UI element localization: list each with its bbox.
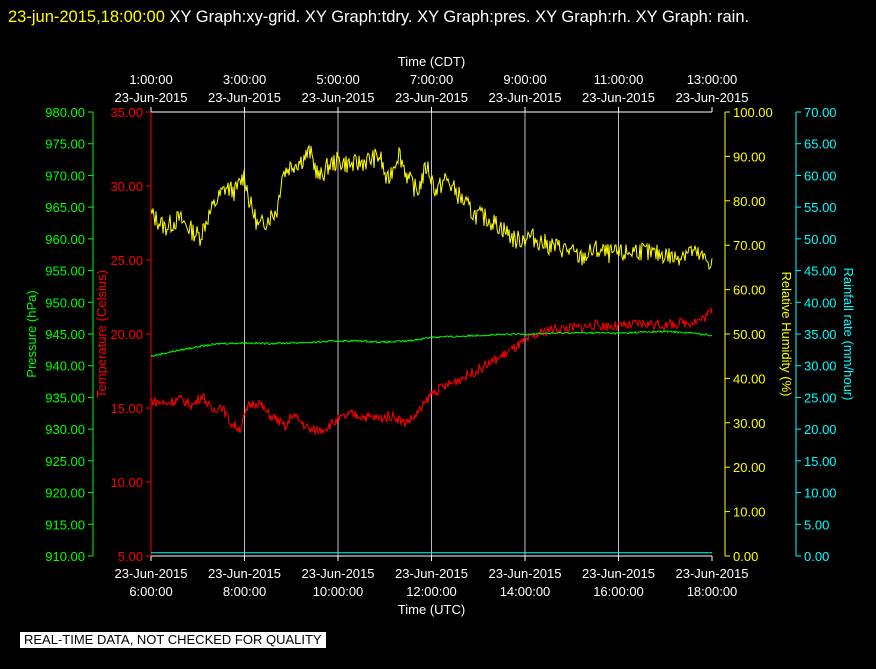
pressure-tick-label: 910.00 <box>45 549 85 564</box>
humidity-tick-label: 20.00 <box>733 460 766 475</box>
x-tick-label-time: 12:00:00 <box>406 584 457 599</box>
top-tick-label-time: 7:00:00 <box>410 72 453 87</box>
humidity-tick-label: 60.00 <box>733 283 766 298</box>
pressure-tick-label: 965.00 <box>45 200 85 215</box>
rain-tick-label: 50.00 <box>804 232 837 247</box>
humidity-axis-label: Relative Humidity (%) <box>779 272 794 397</box>
x-tick-label-time: 8:00:00 <box>223 584 266 599</box>
pressure-tick-label: 970.00 <box>45 168 85 183</box>
temperature-tick-label: 35.00 <box>110 105 143 120</box>
top-tick-label-date: 23-Jun-2015 <box>582 90 655 105</box>
humidity-tick-label: 10.00 <box>733 505 766 520</box>
rain-tick-label: 65.00 <box>804 137 837 152</box>
rain-tick-label: 25.00 <box>804 390 837 405</box>
humidity-tick-label: 40.00 <box>733 371 766 386</box>
temperature-tick-label: 10.00 <box>110 475 143 490</box>
top-tick-label-time: 3:00:00 <box>223 72 266 87</box>
humidity-tick-label: 100.00 <box>733 105 773 120</box>
rain-axis-label: Rainfall rate (mm/hour) <box>841 268 856 401</box>
top-tick-label-date: 23-Jun-2015 <box>489 90 562 105</box>
humidity-tick-label: 30.00 <box>733 416 766 431</box>
rain-tick-label: 0.00 <box>804 549 829 564</box>
top-tick-label-date: 23-Jun-2015 <box>115 90 188 105</box>
top-tick-label-date: 23-Jun-2015 <box>676 90 749 105</box>
x-tick-label-date: 23-Jun-2015 <box>582 566 655 581</box>
humidity-tick-label: 50.00 <box>733 327 766 342</box>
pressure-tick-label: 955.00 <box>45 264 85 279</box>
rain-tick-label: 45.00 <box>804 264 837 279</box>
pressure-series-line <box>150 329 713 357</box>
x-tick-label-date: 23-Jun-2015 <box>115 566 188 581</box>
pressure-tick-label: 960.00 <box>45 232 85 247</box>
x-tick-label-date: 23-Jun-2015 <box>395 566 468 581</box>
top-tick-label-date: 23-Jun-2015 <box>395 90 468 105</box>
pressure-tick-label: 980.00 <box>45 105 85 120</box>
bottom-axis-title: Time (UTC) <box>398 602 465 617</box>
pressure-tick-label: 950.00 <box>45 295 85 310</box>
x-tick-label-time: 10:00:00 <box>313 584 364 599</box>
rain-tick-label: 55.00 <box>804 200 837 215</box>
temperature-series-line <box>150 306 713 435</box>
temperature-tick-label: 25.00 <box>110 253 143 268</box>
header-title: XY Graph:xy-grid. XY Graph:tdry. XY Grap… <box>164 8 750 26</box>
rain-tick-label: 60.00 <box>804 168 837 183</box>
pressure-tick-label: 930.00 <box>45 422 85 437</box>
x-tick-label-date: 23-Jun-2015 <box>208 566 281 581</box>
pressure-tick-label: 975.00 <box>45 137 85 152</box>
rain-tick-label: 70.00 <box>804 105 837 120</box>
quality-disclaimer: REAL-TIME DATA, NOT CHECKED FOR QUALITY <box>20 632 326 648</box>
top-tick-label-time: 11:00:00 <box>594 72 644 87</box>
humidity-series-line <box>150 144 713 270</box>
rain-tick-label: 40.00 <box>804 295 837 310</box>
pressure-tick-label: 935.00 <box>45 390 85 405</box>
rain-tick-label: 20.00 <box>804 422 837 437</box>
rain-tick-label: 35.00 <box>804 327 837 342</box>
x-tick-label-date: 23-Jun-2015 <box>676 566 749 581</box>
x-tick-label-time: 16:00:00 <box>593 584 644 599</box>
top-tick-label-time: 5:00:00 <box>316 72 359 87</box>
humidity-tick-label: 90.00 <box>733 149 766 164</box>
humidity-tick-label: 80.00 <box>733 194 766 209</box>
x-tick-label-time: 18:00:00 <box>687 584 738 599</box>
humidity-tick-label: 70.00 <box>733 238 766 253</box>
pressure-tick-label: 940.00 <box>45 359 85 374</box>
chart-header: 23-jun-2015,18:00:00 XY Graph:xy-grid. X… <box>8 2 868 32</box>
top-tick-label-date: 23-Jun-2015 <box>302 90 375 105</box>
rain-tick-label: 5.00 <box>804 517 829 532</box>
temperature-tick-label: 20.00 <box>110 327 143 342</box>
temperature-axis-label: Temperature (Celsius) <box>94 270 109 398</box>
x-tick-label-date: 23-Jun-2015 <box>489 566 562 581</box>
top-tick-label-time: 9:00:00 <box>503 72 546 87</box>
top-tick-label-time: 13:00:00 <box>687 72 738 87</box>
pressure-tick-label: 925.00 <box>45 454 85 469</box>
pressure-tick-label: 920.00 <box>45 486 85 501</box>
x-tick-label-date: 23-Jun-2015 <box>302 566 375 581</box>
x-tick-label-time: 6:00:00 <box>129 584 172 599</box>
pressure-tick-label: 945.00 <box>45 327 85 342</box>
temperature-tick-label: 5.00 <box>118 549 143 564</box>
humidity-tick-label: 0.00 <box>733 549 758 564</box>
pressure-tick-label: 915.00 <box>45 517 85 532</box>
rain-tick-label: 10.00 <box>804 486 837 501</box>
pressure-axis-label: Pressure (hPa) <box>24 290 39 377</box>
temperature-tick-label: 15.00 <box>110 401 143 416</box>
header-timestamp: 23-jun-2015,18:00:00 <box>8 8 165 26</box>
temperature-tick-label: 30.00 <box>110 179 143 194</box>
x-tick-label-time: 14:00:00 <box>500 584 551 599</box>
rain-tick-label: 15.00 <box>804 454 837 469</box>
top-axis-title: Time (CDT) <box>398 54 465 69</box>
rain-tick-label: 30.00 <box>804 359 837 374</box>
top-tick-label-time: 1:00:00 <box>129 72 172 87</box>
top-tick-label-date: 23-Jun-2015 <box>208 90 281 105</box>
